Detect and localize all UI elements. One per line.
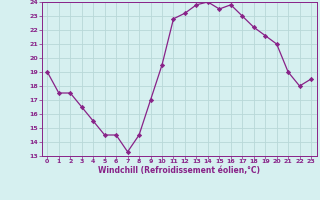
X-axis label: Windchill (Refroidissement éolien,°C): Windchill (Refroidissement éolien,°C) — [98, 166, 260, 175]
